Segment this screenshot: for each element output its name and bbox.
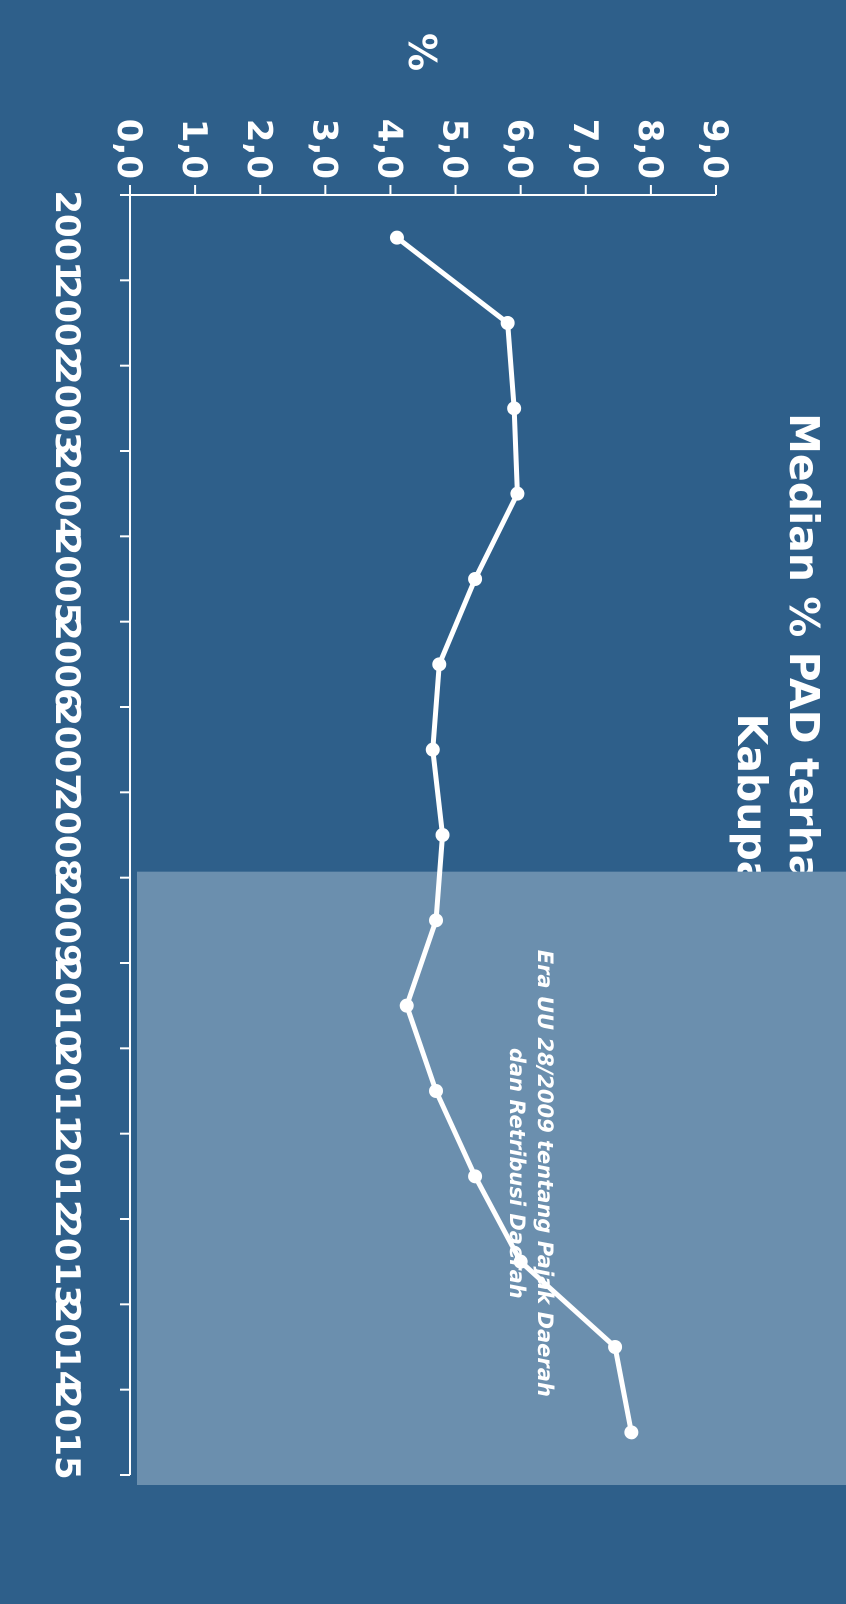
y-tick-label: 1,0 bbox=[174, 119, 214, 179]
x-tick-label: 2009 bbox=[47, 873, 87, 968]
x-tick-label: 2002 bbox=[47, 276, 87, 371]
x-tick-label: 2004 bbox=[47, 446, 87, 541]
data-point bbox=[432, 657, 447, 672]
y-axis-label: % bbox=[400, 33, 444, 71]
y-tick-label: 3,0 bbox=[304, 119, 344, 179]
data-point bbox=[507, 401, 522, 416]
x-tick-label: 2013 bbox=[47, 1214, 87, 1309]
x-tick-label: 2011 bbox=[47, 1044, 87, 1139]
x-tick-label: 2008 bbox=[47, 788, 87, 883]
y-tick-label: 5,0 bbox=[435, 119, 475, 179]
x-tick-label: 2012 bbox=[47, 1129, 87, 1224]
data-point bbox=[513, 1254, 528, 1269]
data-point bbox=[429, 913, 444, 928]
data-point bbox=[624, 1425, 639, 1440]
x-tick-label: 2003 bbox=[47, 361, 87, 456]
data-point bbox=[510, 486, 525, 501]
y-tick-label: 8,0 bbox=[630, 119, 670, 179]
data-point bbox=[500, 316, 515, 330]
data-point bbox=[399, 998, 414, 1013]
data-point bbox=[608, 1340, 623, 1354]
y-tick-label: 0,0 bbox=[109, 119, 149, 179]
data-point bbox=[435, 828, 450, 842]
x-tick-label: 2006 bbox=[47, 617, 87, 712]
y-tick-label: 7,0 bbox=[565, 119, 605, 179]
x-tick-label: 2005 bbox=[47, 532, 87, 627]
y-tick-label: 2,0 bbox=[239, 119, 279, 179]
y-tick-label: 6,0 bbox=[500, 119, 540, 179]
x-tick-label: 2014 bbox=[47, 1300, 87, 1395]
data-point bbox=[425, 742, 440, 757]
y-tick-label: 9,0 bbox=[695, 119, 735, 179]
data-point bbox=[468, 572, 483, 586]
x-tick-label: 2001 bbox=[47, 190, 87, 285]
highlight-region bbox=[137, 871, 846, 1485]
era-label-line1: Era UU 28/2009 tentang Pajak Daerah bbox=[533, 950, 557, 1397]
x-tick-label: 2007 bbox=[47, 702, 87, 797]
x-tick-label: 2010 bbox=[47, 958, 87, 1053]
data-point bbox=[389, 230, 404, 245]
data-point bbox=[429, 1084, 444, 1098]
x-tick-label: 2015 bbox=[47, 1385, 87, 1480]
data-point bbox=[468, 1169, 483, 1184]
y-tick-label: 4,0 bbox=[369, 119, 409, 179]
